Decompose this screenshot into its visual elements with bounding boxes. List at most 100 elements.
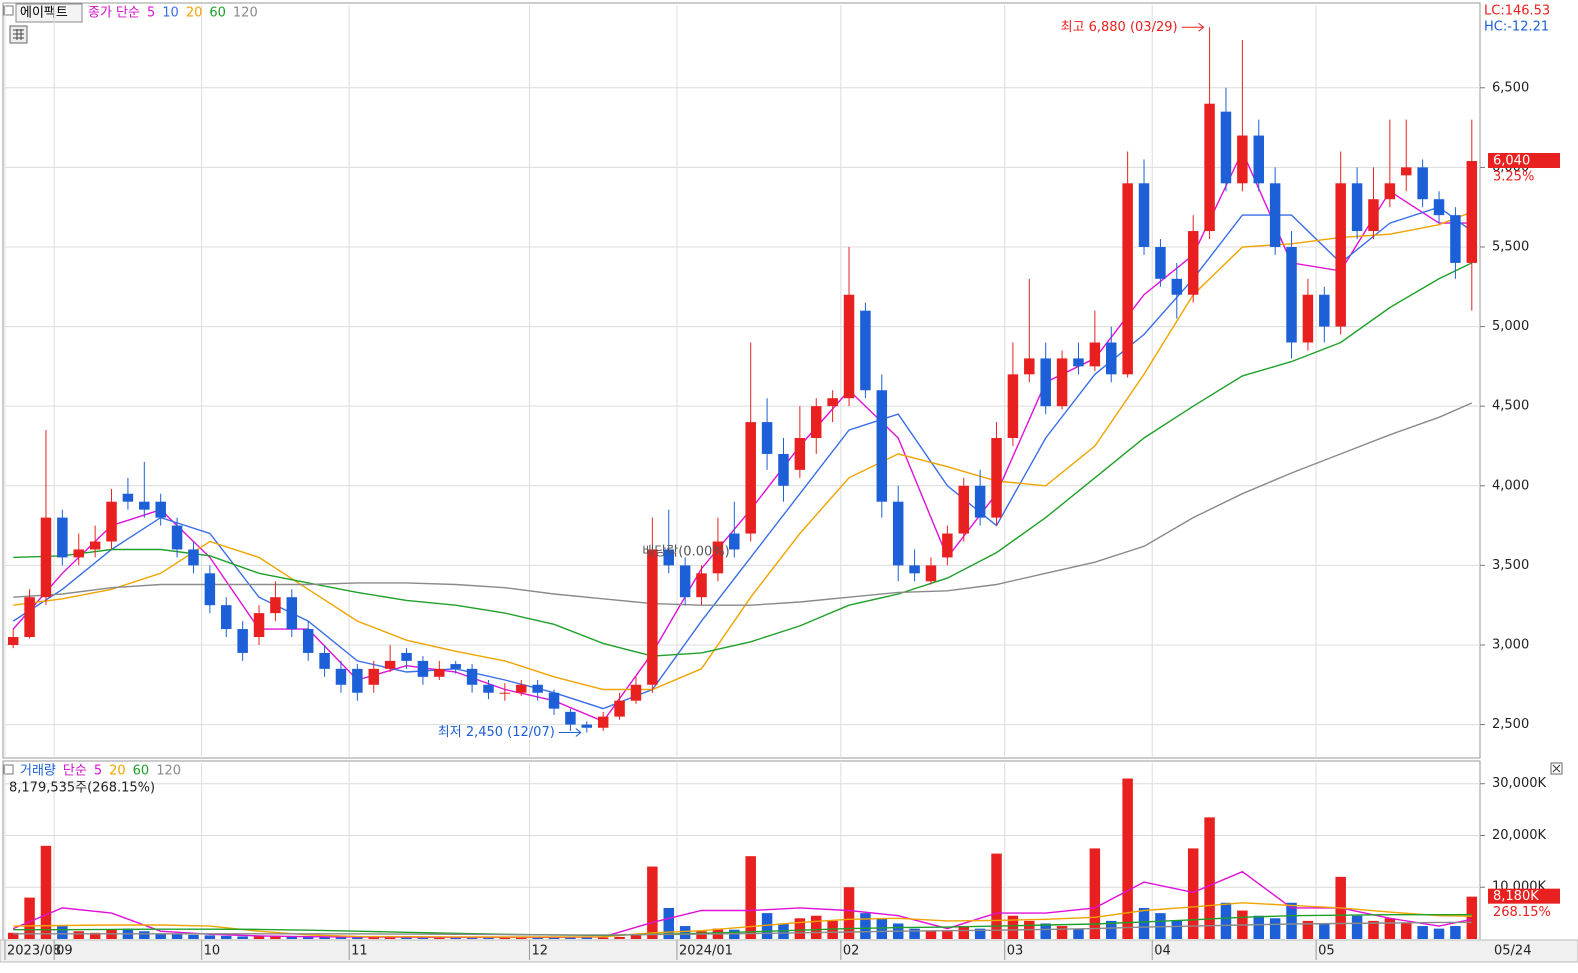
legend-entry: 60 — [133, 764, 150, 779]
volume-bar — [352, 936, 363, 939]
volume-toggle[interactable] — [3, 764, 14, 775]
volume-bar — [24, 897, 35, 939]
volume-bar — [745, 856, 756, 939]
volume-bar — [1466, 896, 1478, 939]
volume-bar — [1106, 920, 1117, 939]
volume-bar — [417, 937, 429, 939]
lc-label: LC:146.53 — [1484, 4, 1550, 19]
stock-name[interactable]: 에이팩트 — [20, 6, 68, 21]
volume-bar — [1155, 913, 1166, 939]
legend-entry: 20 — [186, 6, 203, 21]
candle-body — [270, 597, 281, 614]
volume-bar — [237, 936, 248, 939]
legend-entry: 120 — [156, 764, 181, 779]
candle-body — [892, 501, 904, 566]
candle-body — [221, 605, 232, 630]
y-tick-label: 5,500 — [1492, 239, 1529, 254]
candle-body — [434, 668, 445, 677]
candle-body — [1040, 358, 1051, 407]
volume-bar — [974, 928, 986, 939]
y-tick-label: 4,500 — [1492, 399, 1529, 414]
volume-bar — [581, 937, 593, 939]
candle-body — [1073, 358, 1084, 367]
legend-entry: 60 — [209, 6, 226, 21]
volume-bar — [450, 937, 461, 939]
volume-bar — [958, 926, 969, 939]
candle-body — [335, 668, 347, 685]
x-tick-label: 05 — [1318, 944, 1335, 959]
candle-body — [417, 660, 429, 677]
volume-bar — [253, 936, 265, 939]
volume-bar — [630, 935, 642, 939]
x-tick-label: 03 — [1007, 944, 1024, 959]
high-arrow — [1181, 22, 1205, 32]
candle-body — [401, 652, 412, 661]
volume-bar — [876, 918, 888, 939]
volume-bar — [1286, 902, 1297, 939]
volume-bar — [171, 934, 183, 939]
candle-body — [942, 533, 953, 558]
volume-bar — [7, 932, 19, 939]
candle-body — [1302, 294, 1314, 343]
candle-body — [581, 724, 593, 728]
volume-bar — [188, 934, 199, 939]
volume-bar — [925, 931, 937, 939]
candle-body — [860, 310, 871, 391]
candle-body — [253, 613, 265, 638]
moving-average-line — [13, 211, 1473, 691]
volume-bar — [1302, 920, 1314, 939]
volume-bar — [89, 932, 101, 939]
close-icon — [1552, 764, 1561, 773]
candle-body — [139, 501, 150, 510]
volume-bar — [155, 933, 166, 939]
candle-body — [729, 533, 740, 550]
candle-body — [811, 406, 822, 439]
volume-bar — [319, 936, 330, 939]
candle-body — [1187, 231, 1199, 295]
candle-body — [778, 453, 789, 486]
panel-toggle[interactable] — [3, 5, 14, 16]
candle-body — [1237, 135, 1248, 184]
y-tick-label: 30,000K — [1492, 776, 1546, 791]
high-annotation: 최고 6,880 (03/29) — [1061, 20, 1178, 35]
volume-bar — [532, 937, 543, 939]
candle-body — [958, 485, 969, 534]
volume-bar — [1433, 928, 1445, 939]
volume-bar — [827, 920, 838, 939]
candle-body — [57, 517, 68, 558]
candle-body — [696, 573, 707, 598]
volume-average-line — [13, 914, 1472, 937]
candle-body — [679, 565, 691, 598]
candle-body — [1351, 183, 1363, 232]
volume-bar — [1187, 848, 1199, 939]
candle-body — [1368, 199, 1379, 232]
candle-body — [1466, 161, 1478, 263]
legend-entry: 5 — [147, 6, 155, 21]
candle-body — [1024, 358, 1035, 375]
candle-body — [843, 294, 855, 399]
volume-bar — [1056, 926, 1068, 939]
candle-body — [204, 573, 216, 606]
candle-body — [1007, 374, 1019, 439]
candle-body — [1171, 278, 1183, 295]
candle-body — [974, 485, 986, 518]
x-tick-label: 11 — [351, 944, 368, 959]
candle-body — [614, 700, 625, 717]
volume-bar — [942, 931, 953, 939]
table-icon-grid — [13, 29, 24, 40]
candle-body — [745, 422, 756, 534]
candle-body — [647, 549, 658, 685]
volume-bar — [909, 928, 920, 939]
candle-body — [89, 541, 101, 550]
candle-body — [827, 398, 838, 407]
x-tick-label: 12 — [531, 944, 548, 959]
candle-body — [188, 549, 199, 566]
volume-bar — [1417, 926, 1428, 939]
candle-body — [1155, 246, 1166, 279]
stock-name-box[interactable] — [15, 3, 83, 23]
volume-bar — [401, 937, 412, 939]
x-tick-label: 2023/08 — [7, 944, 61, 959]
candle-body — [663, 549, 674, 566]
